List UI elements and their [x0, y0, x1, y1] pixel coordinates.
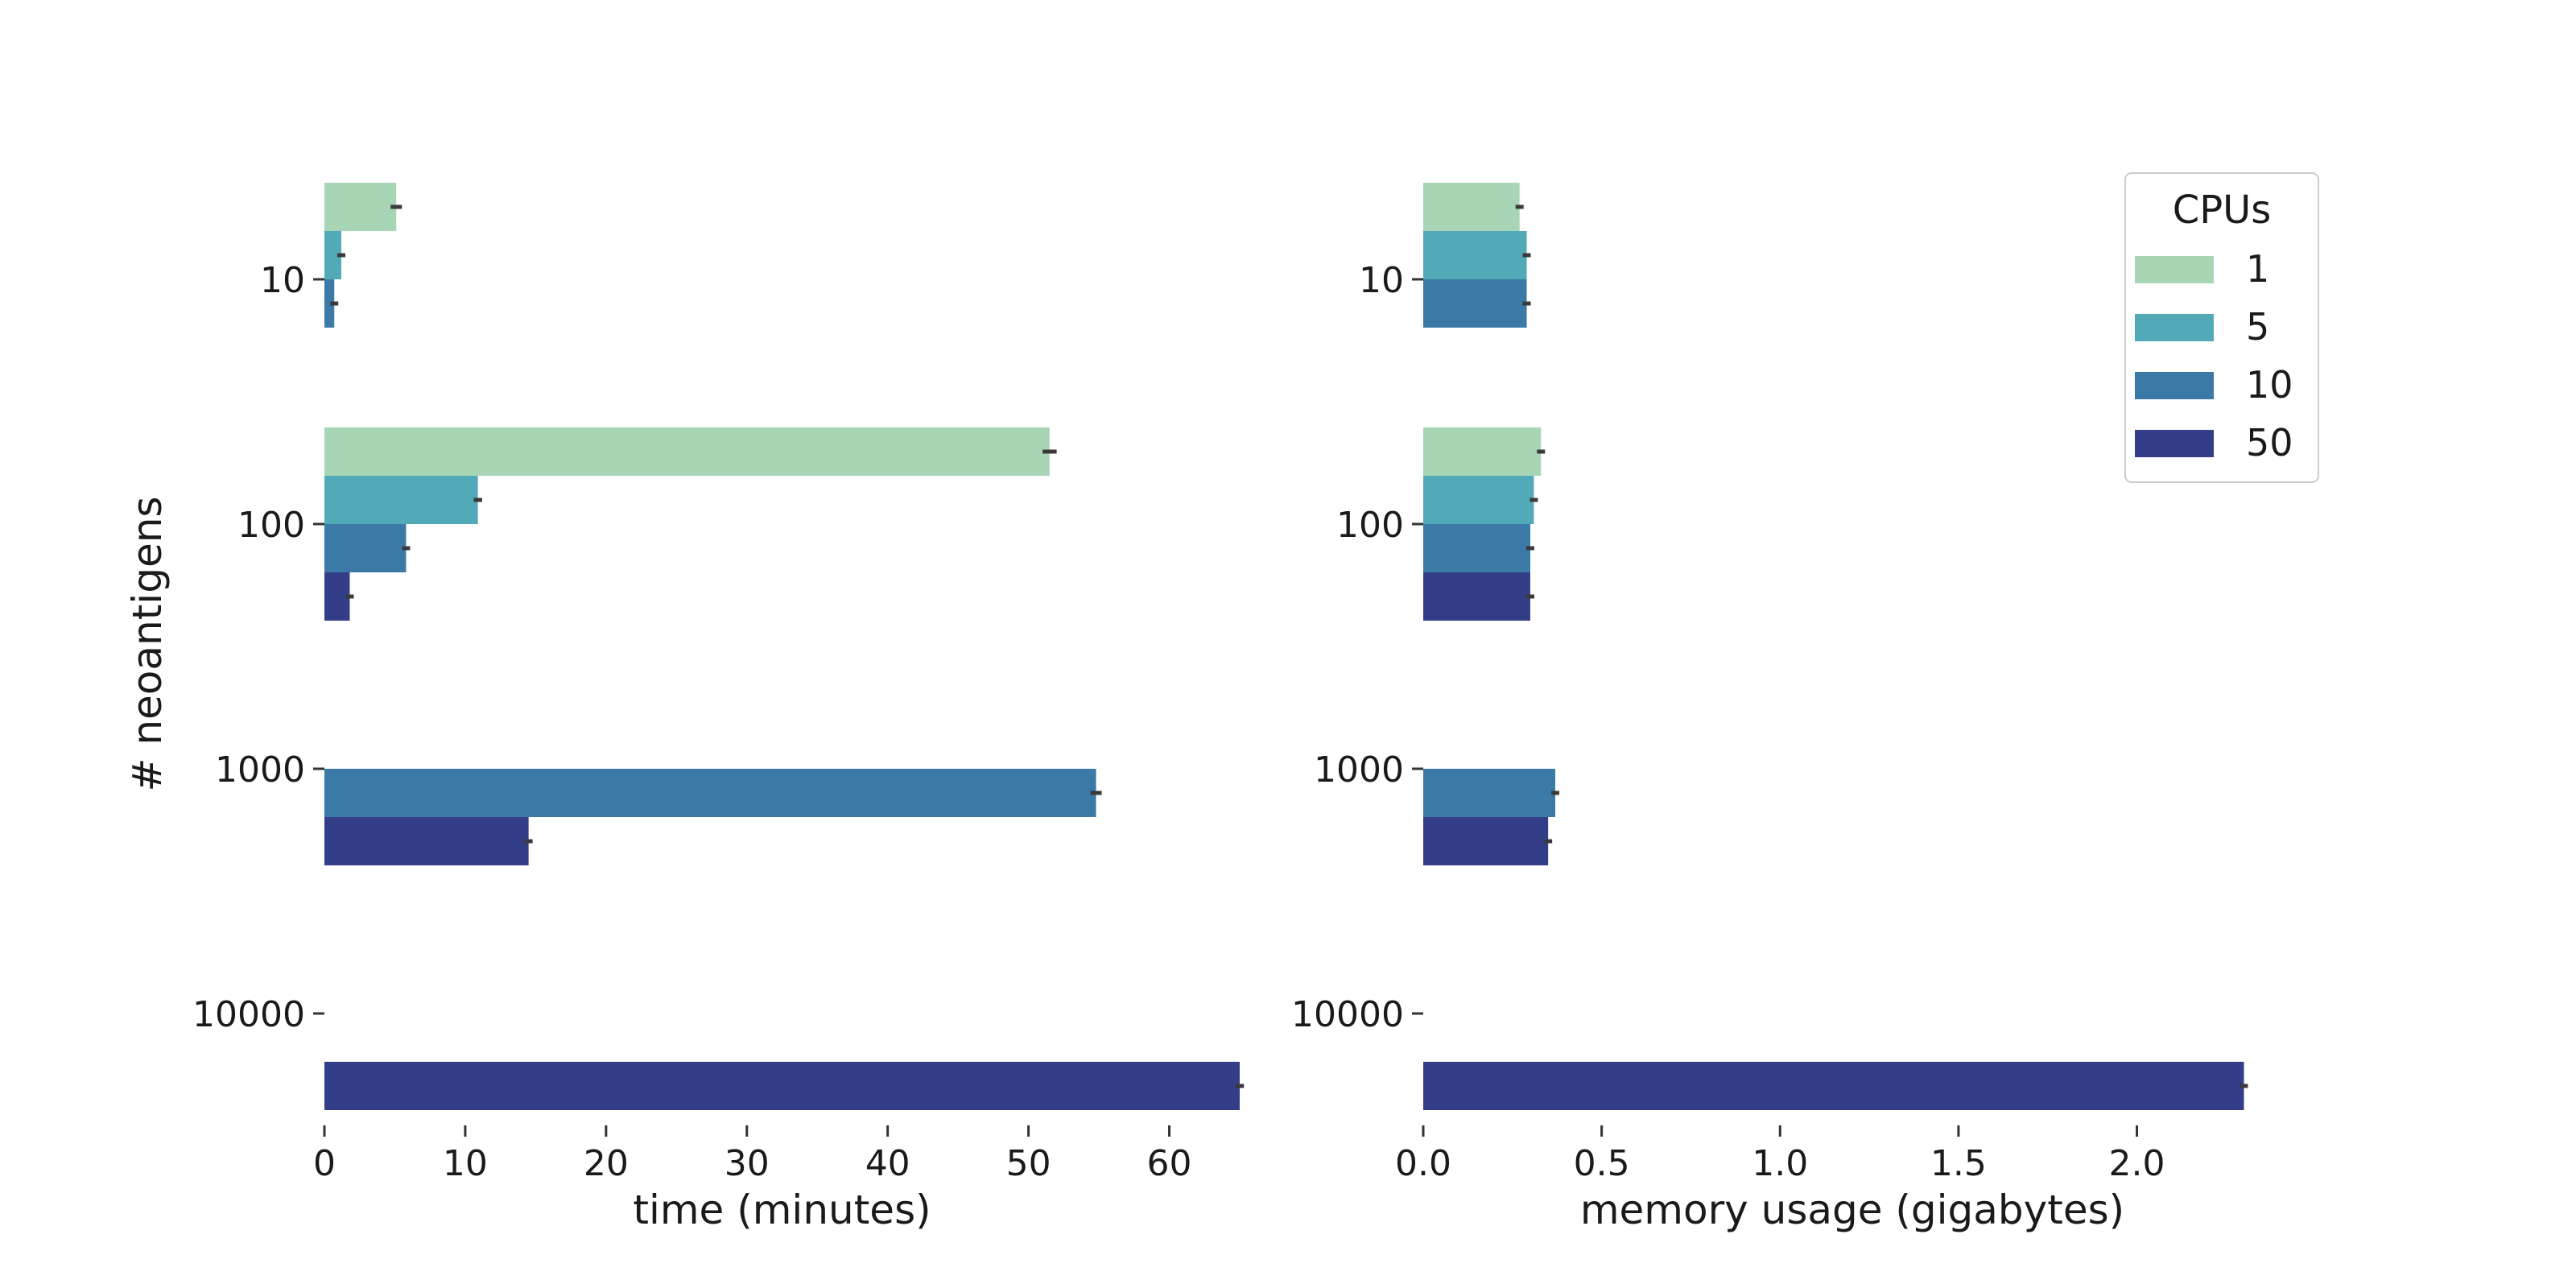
memory-bar-cpus-5-n-10 [1423, 231, 1527, 279]
time-bar-cpus-50-n-1000 [324, 817, 529, 865]
memory-bar-cpus-10-n-10 [1423, 279, 1527, 328]
time-bar-cpus-10-n-100 [324, 524, 407, 572]
memory-bar-cpus-50-n-1000 [1423, 817, 1549, 865]
legend-title: CPUs [2173, 188, 2272, 233]
legend-label-5: 5 [2246, 305, 2269, 349]
time-x-tick-label-10: 10 [443, 1143, 488, 1184]
legend-swatch-1 [2135, 256, 2214, 283]
time-bar-cpus-1-n-10 [324, 183, 397, 231]
time-x-tick-label-30: 30 [724, 1143, 770, 1184]
memory-bar-cpus-50-n-10000 [1423, 1062, 2244, 1110]
time-y-tick-label-10000: 10000 [192, 994, 305, 1035]
memory-y-tick-label-10: 10 [1359, 260, 1404, 301]
time-x-tick-label-0: 0 [313, 1143, 336, 1184]
memory-x-tick-label-2.0: 2.0 [2109, 1143, 2165, 1184]
time-x-tick-label-60: 60 [1147, 1143, 1192, 1184]
memory-bar-cpus-1-n-10 [1423, 183, 1520, 231]
memory-bar-cpus-10-n-1000 [1423, 769, 1556, 817]
time-x-tick-label-40: 40 [865, 1143, 910, 1184]
memory-x-tick-label-1.5: 1.5 [1930, 1143, 1987, 1184]
memory-x-tick-label-0.5: 0.5 [1574, 1143, 1630, 1184]
time-chart-panel: 10 100 1000 10000 0 10 20 30 40 50 60 time (minutes… [192, 183, 1245, 1233]
y-axis-label: # neoantigens [124, 497, 171, 792]
time-bar-cpus-10-n-1000 [324, 769, 1096, 817]
time-bar-cpus-50-n-10000 [324, 1062, 1240, 1110]
legend-label-50: 50 [2246, 421, 2293, 464]
memory-bar-cpus-10-n-100 [1423, 524, 1530, 572]
time-x-tick-label-20: 20 [584, 1143, 629, 1184]
time-bar-cpus-50-n-100 [324, 572, 350, 621]
legend-swatch-10 [2135, 372, 2214, 399]
legend: CPUs 1 5 10 50 [2124, 172, 2319, 483]
legend-label-1: 1 [2246, 247, 2269, 291]
time-y-tick-label-100: 100 [237, 505, 305, 546]
time-bar-cpus-1-n-100 [324, 427, 1050, 476]
memory-x-tick-label-1.0: 1.0 [1752, 1143, 1808, 1184]
time-y-tick-label-10: 10 [260, 260, 305, 301]
memory-y-tick-label-10000: 10000 [1291, 994, 1404, 1035]
memory-y-tick-label-1000: 1000 [1314, 749, 1404, 791]
legend-frame [2124, 172, 2319, 483]
time-bar-cpus-5-n-100 [324, 476, 478, 524]
legend-swatch-50 [2135, 430, 2214, 457]
memory-y-tick-label-100: 100 [1336, 505, 1404, 546]
memory-x-axis-label: memory usage (gigabytes) [1580, 1187, 2124, 1233]
legend-label-10: 10 [2246, 363, 2293, 407]
memory-x-tick-label-0.0: 0.0 [1395, 1143, 1451, 1184]
time-bar-cpus-10-n-10 [324, 279, 335, 328]
time-x-axis-label: time (minutes) [633, 1187, 931, 1233]
time-x-tick-label-50: 50 [1006, 1143, 1051, 1184]
time-bar-cpus-5-n-10 [324, 231, 341, 279]
legend-swatch-5 [2135, 314, 2214, 341]
memory-bar-cpus-50-n-100 [1423, 572, 1530, 621]
memory-bar-cpus-1-n-100 [1423, 427, 1542, 476]
time-y-tick-label-1000: 1000 [215, 749, 305, 791]
memory-bar-cpus-5-n-100 [1423, 476, 1534, 524]
